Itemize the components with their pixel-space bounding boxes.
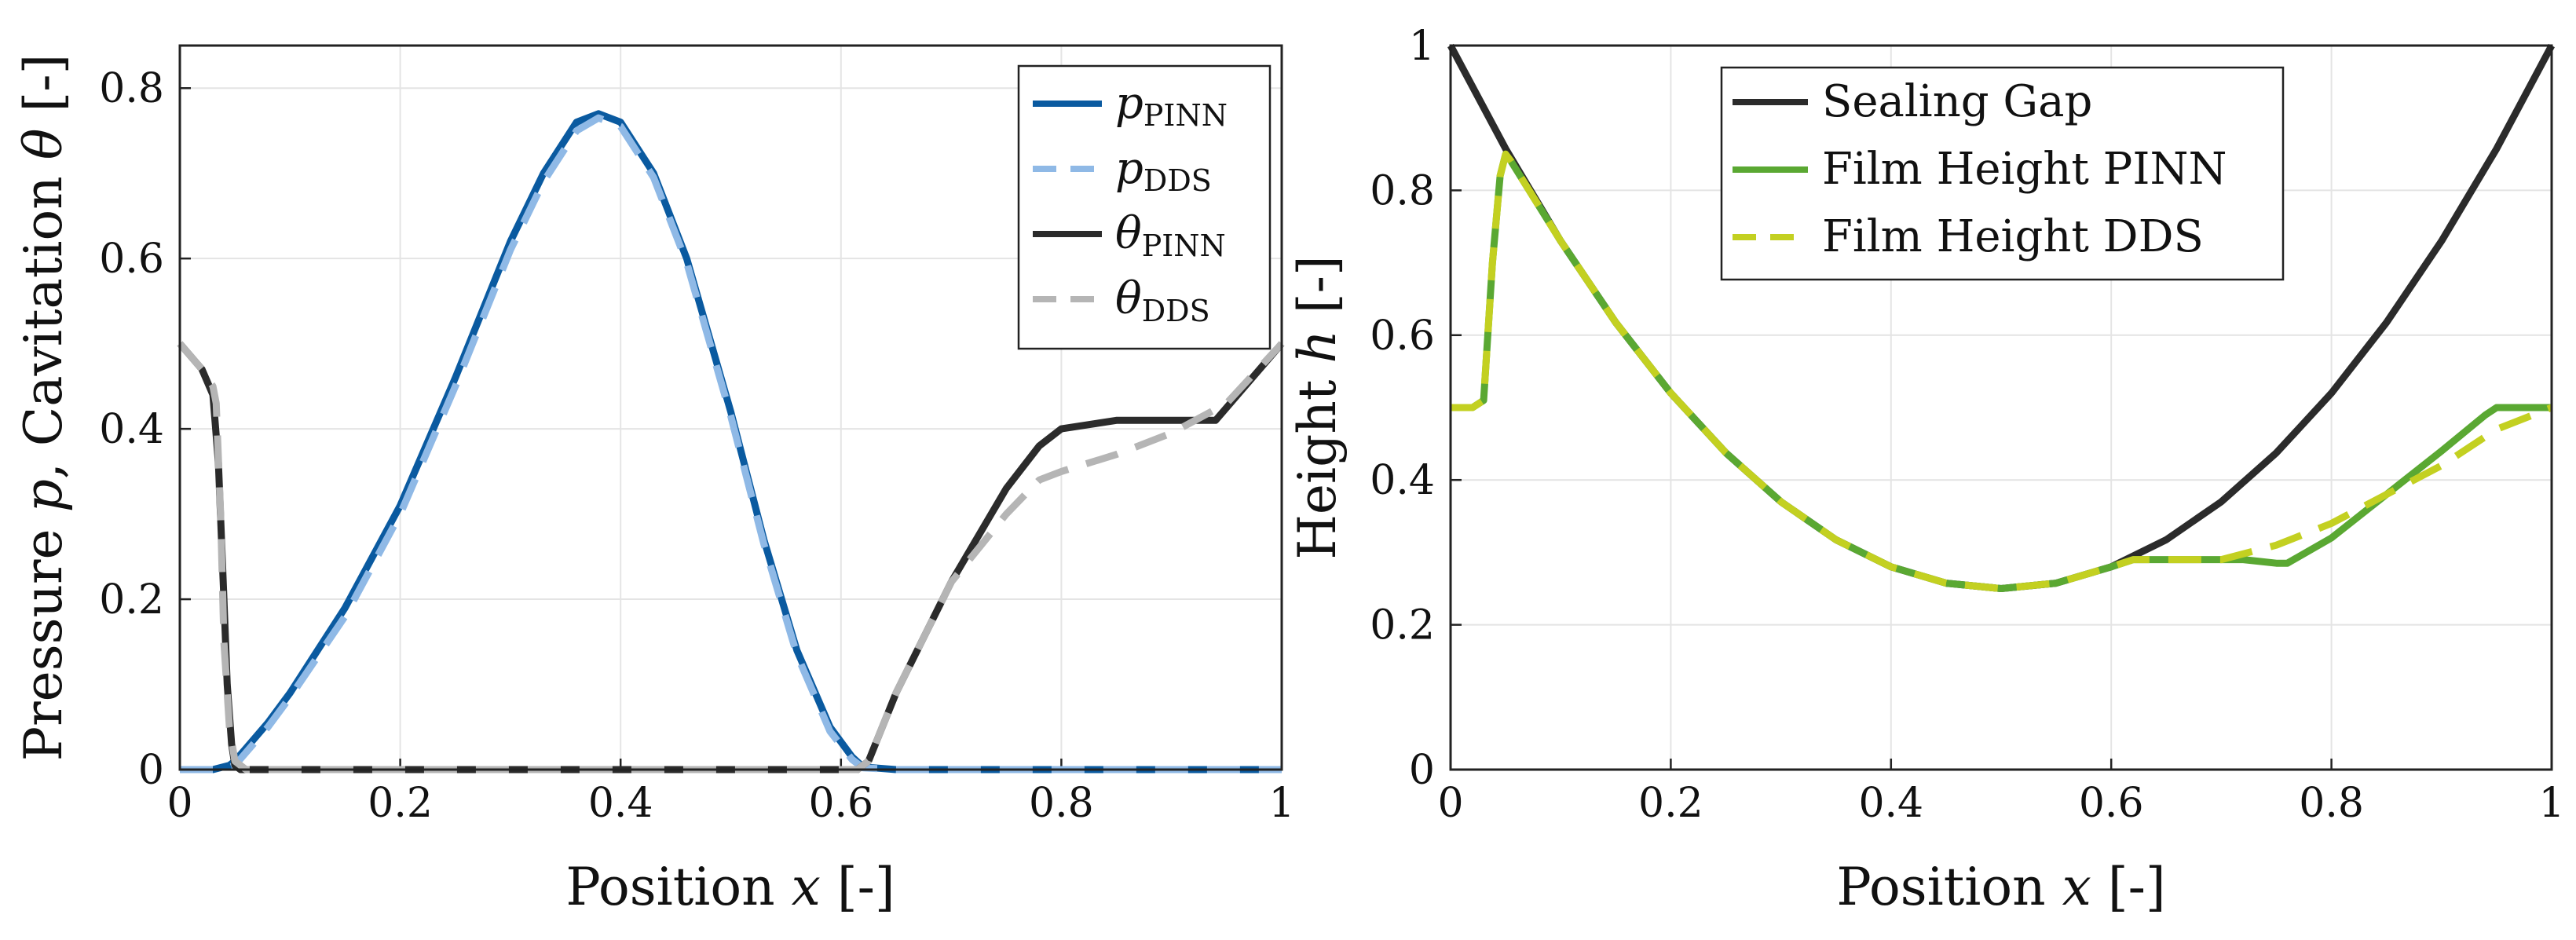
- y-tick-label: 0.8: [99, 65, 164, 112]
- plot-series: [1447, 43, 2555, 592]
- legend-label: pDDS: [1115, 143, 1212, 198]
- series-line-1: [180, 114, 1282, 774]
- legend-label: pPINN: [1115, 78, 1228, 133]
- legend-box: [1017, 64, 1272, 350]
- x-tick-label: 0.4: [1858, 780, 1923, 827]
- legend-label: Sealing Gap: [1822, 76, 2092, 127]
- legend-label: Film Height PINN: [1822, 144, 2227, 195]
- x-tick-label: 0.6: [2079, 780, 2144, 827]
- x-tick-labels: 0 0.2 0.4 0.6 0.8 1: [1437, 780, 2564, 827]
- x-tick-label: 1: [1268, 780, 1294, 827]
- x-tick-label: 0.4: [588, 780, 653, 827]
- legend: pPINN pDDS θPINN θDDS: [1017, 64, 1272, 350]
- series-line-2: [1451, 150, 2553, 592]
- x-axis-label: Position x [-]: [565, 857, 895, 917]
- x-tick-label: 0.2: [1638, 780, 1703, 827]
- x-tick-label: 0.8: [2299, 780, 2364, 827]
- legend-label: θPINN: [1115, 208, 1226, 263]
- x-tick-label: 1: [2538, 780, 2564, 827]
- x-tick-label: 0.2: [368, 780, 433, 827]
- y-tick-label: 0.8: [1370, 167, 1435, 214]
- x-tick-labels: 0 0.2 0.4 0.6 0.8 1: [166, 780, 1294, 827]
- x-tick-label: 0: [166, 780, 192, 827]
- legend-entry-sealing-gap: Sealing Gap: [1733, 76, 2092, 127]
- y-tick-label: 0.4: [99, 406, 164, 453]
- y-axis-label: Height h [-]: [1287, 255, 1348, 559]
- legend-entry-p-dds: pDDS: [1033, 143, 1212, 198]
- y-tick-label: 0.2: [1370, 602, 1435, 649]
- plot-frame: [1449, 44, 2553, 771]
- legend-entry-theta-pinn: θPINN: [1033, 208, 1226, 263]
- legend-entry-theta-dds: θDDS: [1033, 273, 1210, 328]
- y-axis-label: Pressure p, Cavitation θ [-]: [13, 54, 74, 762]
- y-tick-label: 1: [1409, 23, 1435, 70]
- height-chart: 0 0.2 0.4 0.6 0.8 1 0 0.2 0.4 0.6 0.8 1 Position x…: [1287, 23, 2565, 917]
- x-tick-label: 0.6: [808, 780, 873, 827]
- legend-label: Film Height DDS: [1822, 211, 2204, 262]
- x-tick-label: 0: [1437, 780, 1463, 827]
- y-tick-labels: 0 0.2 0.4 0.6 0.8: [99, 65, 164, 794]
- legend-entry-film-height-dds: Film Height DDS: [1733, 211, 2204, 262]
- y-tick-label: 0.2: [99, 576, 164, 624]
- legend-box: [1720, 66, 2285, 281]
- series-line-3: [177, 341, 1285, 774]
- y-tick-label: 0.6: [1370, 313, 1435, 360]
- y-tick-label: 0: [1409, 747, 1435, 794]
- y-tick-label: 0.4: [1370, 457, 1435, 504]
- plot-frame: [178, 44, 1283, 771]
- y-tick-labels: 0 0.2 0.4 0.6 0.8 1: [1370, 23, 1435, 794]
- y-tick-label: 0: [138, 747, 164, 794]
- legend: Sealing Gap Film Height PINN Film Height…: [1720, 66, 2285, 281]
- x-tick-label: 0.8: [1029, 780, 1094, 827]
- pressure-cavitation-chart: 0 0.2 0.4 0.6 0.8 1 0 0.2 0.4 0.6 0.8 Position x …: [13, 44, 1295, 917]
- legend-entry-film-height-pinn: Film Height PINN: [1733, 144, 2227, 195]
- y-tick-label: 0.6: [99, 236, 164, 283]
- legend-entry-p-pinn: pPINN: [1033, 78, 1228, 133]
- legend-label: θDDS: [1115, 273, 1210, 328]
- x-axis-label: Position x [-]: [1836, 857, 2165, 917]
